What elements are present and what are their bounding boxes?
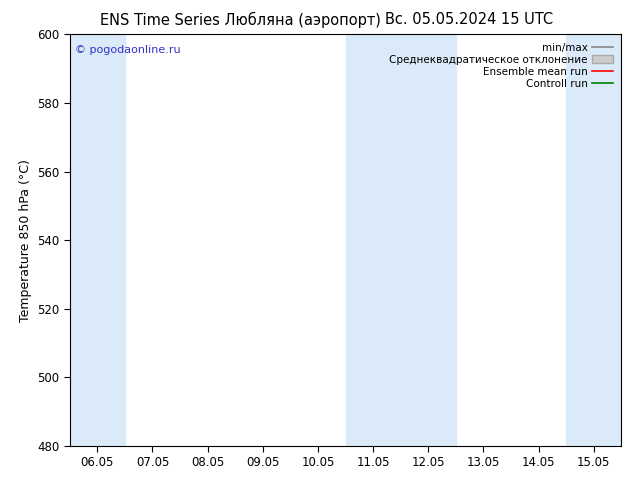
Bar <box>566 34 621 446</box>
Bar <box>346 34 456 446</box>
Legend: min/max, Среднеквадратическое отклонение, Ensemble mean run, Controll run: min/max, Среднеквадратическое отклонение… <box>386 40 616 92</box>
Text: Вс. 05.05.2024 15 UTC: Вс. 05.05.2024 15 UTC <box>385 12 553 27</box>
Text: ENS Time Series Любляна (аэропорт): ENS Time Series Любляна (аэропорт) <box>100 12 382 28</box>
Text: © pogodaonline.ru: © pogodaonline.ru <box>75 45 181 54</box>
Y-axis label: Temperature 850 hPa (°C): Temperature 850 hPa (°C) <box>18 159 32 321</box>
Bar <box>70 34 125 446</box>
